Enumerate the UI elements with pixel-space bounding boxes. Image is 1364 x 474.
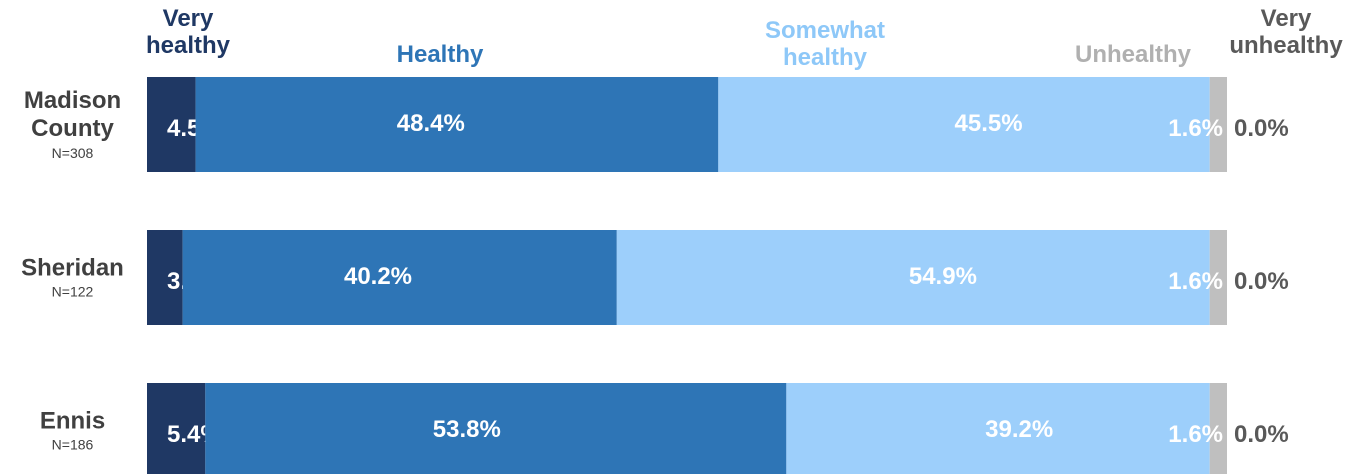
bar-segment (1209, 77, 1227, 172)
bar-segment (147, 383, 206, 474)
value-label: 0.0% (1234, 268, 1289, 295)
bar-segment (1209, 383, 1227, 474)
value-label: 1.6% (1168, 268, 1223, 295)
bar-segment (1209, 230, 1227, 325)
legend-label: Unhealthy (1074, 41, 1191, 68)
legend-label: Very healthy (145, 5, 231, 59)
value-label: 53.8% (433, 416, 501, 443)
value-label: 48.4% (397, 110, 465, 137)
value-label: 0.0% (1234, 115, 1289, 142)
value-label: 54.9% (909, 263, 977, 290)
category-label-group: Sheridan N=122 (5, 254, 140, 301)
bar-segment (205, 383, 787, 474)
bar-segment (182, 230, 617, 325)
value-label: 39.2% (985, 416, 1053, 443)
value-label: 45.5% (955, 110, 1023, 137)
legend-label: Very unhealthy (1229, 5, 1343, 59)
category-label-group: Ennis N=186 (5, 407, 140, 454)
bar-segment (195, 77, 719, 172)
category-label: Sheridan (21, 254, 124, 282)
bar-segment (786, 383, 1210, 474)
category-label: Madison County (23, 86, 122, 143)
value-label: 0.0% (1234, 421, 1289, 448)
sample-size: N=186 (51, 436, 94, 453)
sample-size: N=308 (51, 145, 94, 162)
bar-segment (147, 77, 196, 172)
legend-label: Healthy (396, 41, 484, 68)
value-label: 1.6% (1168, 115, 1223, 142)
category-label: Ennis (39, 407, 106, 435)
category-label-group: Madison County N=308 (5, 87, 140, 163)
bar-segment (718, 77, 1210, 172)
bar-segment (616, 230, 1210, 325)
bar-segment (147, 230, 183, 325)
legend-label: Somewhat healthy (764, 17, 886, 71)
sample-size: N=122 (51, 283, 94, 300)
value-label: 1.6% (1168, 421, 1223, 448)
value-label: 40.2% (344, 263, 412, 290)
